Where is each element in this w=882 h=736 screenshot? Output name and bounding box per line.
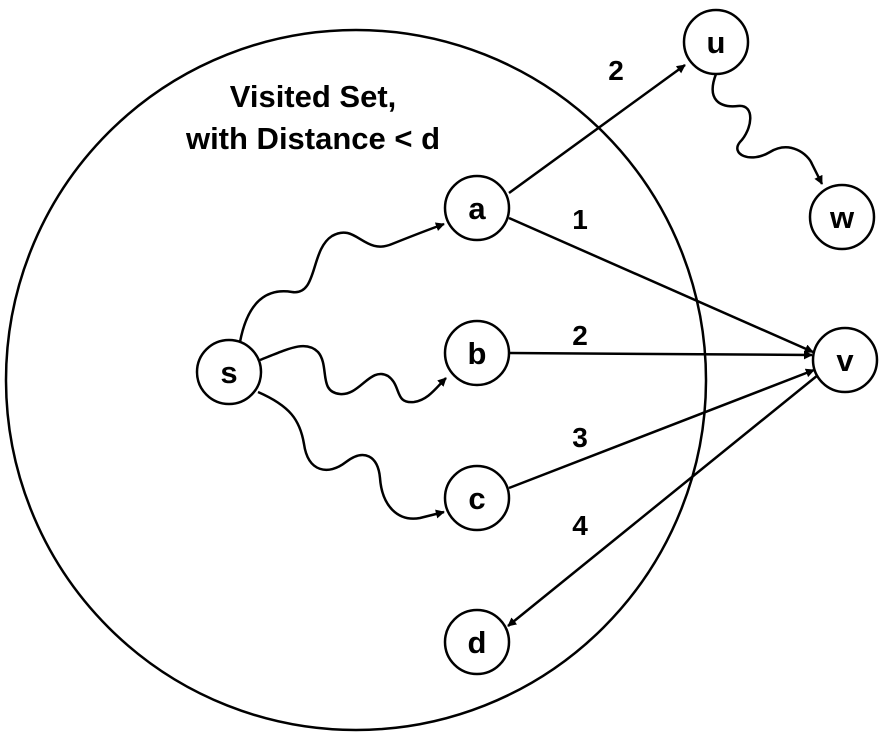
node-c: c bbox=[443, 464, 511, 532]
region-title-line2: with Distance < d bbox=[185, 121, 440, 156]
edge-a-v-arrow bbox=[508, 216, 814, 354]
edge-a-u-arrow bbox=[508, 63, 686, 195]
region-title-line1: Visited Set, bbox=[230, 79, 397, 114]
node-d: d bbox=[443, 608, 511, 676]
edge-c-v-arrow bbox=[508, 368, 815, 490]
edges-layer bbox=[238, 63, 824, 627]
edge-s-c-wavy-arrow bbox=[257, 390, 445, 520]
node-u-label: u bbox=[707, 25, 726, 60]
edge-weight-b-v: 2 bbox=[572, 320, 588, 351]
edge-weight-c-v: 3 bbox=[572, 422, 588, 453]
node-w: w bbox=[808, 183, 876, 251]
node-d-label: d bbox=[468, 625, 487, 660]
nodes-layer: s a b c d u v w bbox=[195, 8, 879, 676]
node-a: a bbox=[443, 174, 511, 242]
node-s-label: s bbox=[220, 355, 237, 390]
edge-b-v-arrow bbox=[508, 350, 813, 360]
visited-set-region bbox=[4, 28, 708, 732]
node-s: s bbox=[195, 338, 263, 406]
node-v-label: v bbox=[836, 343, 854, 378]
edge-s-b-wavy-arrow bbox=[259, 344, 447, 404]
node-b: b bbox=[443, 319, 511, 387]
node-a-label: a bbox=[468, 191, 486, 226]
edge-s-a-wavy-arrow bbox=[238, 222, 445, 343]
weights-layer: 2 1 2 3 4 bbox=[572, 55, 624, 541]
edge-weight-v-d: 4 bbox=[572, 510, 588, 541]
edge-v-d-arrow bbox=[507, 374, 819, 627]
node-v: v bbox=[811, 326, 879, 394]
node-c-label: c bbox=[468, 481, 485, 516]
edge-u-w-wavy-arrow bbox=[711, 73, 824, 185]
edge-weight-a-v: 1 bbox=[572, 204, 588, 235]
node-b-label: b bbox=[468, 336, 487, 371]
node-w-label: w bbox=[829, 200, 855, 235]
node-u: u bbox=[682, 8, 750, 76]
edge-weight-a-u: 2 bbox=[608, 55, 624, 86]
